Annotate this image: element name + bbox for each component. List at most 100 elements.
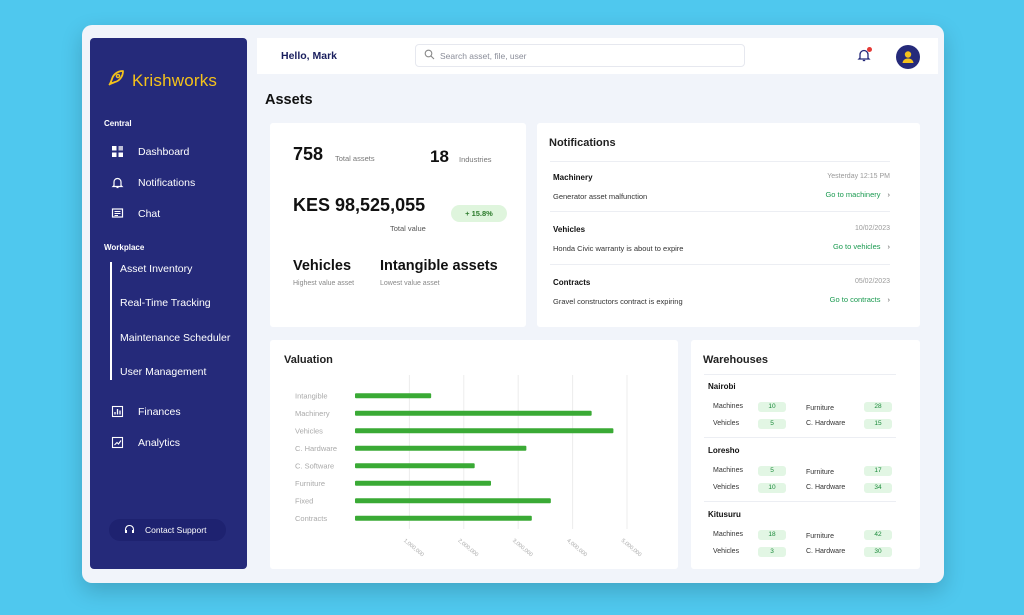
bar-vehicles[interactable] <box>355 428 614 434</box>
page-title: Assets <box>265 92 313 108</box>
chevron-right-icon: › <box>887 295 891 304</box>
industries-label: Industries <box>459 155 492 164</box>
change-badge: + 15.8% <box>451 205 507 222</box>
app-window: Krishworks Central Dashboard Notificatio… <box>82 25 944 583</box>
search-box[interactable] <box>415 44 745 67</box>
hardware-label: C. Hardware <box>806 484 846 491</box>
furniture-label: Furniture <box>806 469 835 476</box>
machines-label: Machines <box>713 403 743 410</box>
furniture-label: Furniture <box>806 533 835 540</box>
total-assets-label: Total assets <box>335 154 375 163</box>
bar-fixed[interactable] <box>355 498 551 504</box>
warehouse-name: Kitusuru <box>708 510 741 519</box>
sidebar-item-analytics[interactable]: Analytics <box>111 436 180 449</box>
sidebar-item-chat[interactable]: Chat <box>111 207 160 220</box>
sidebar-item-notifications[interactable]: Notifications <box>111 176 195 189</box>
section-label-workplace: Workplace <box>104 243 145 252</box>
workplace-divider <box>110 262 112 380</box>
hardware-count: 34 <box>864 483 892 493</box>
lowest-value-asset: Intangible assets <box>380 258 498 274</box>
link-label: Go to contracts <box>829 295 881 304</box>
link-label: Go to vehicles <box>832 242 881 251</box>
industries-value: 18 <box>430 147 449 166</box>
hardware-count: 30 <box>864 547 892 557</box>
sidebar-item-label: Chat <box>138 207 161 220</box>
rocket-icon <box>106 68 126 93</box>
vehicles-label: Vehicles <box>713 420 740 427</box>
finances-icon <box>111 405 124 418</box>
furniture-count: 17 <box>864 466 892 476</box>
bar-machinery[interactable] <box>355 410 592 416</box>
machines-count: 10 <box>758 402 786 412</box>
divider <box>704 437 896 438</box>
sidebar: Krishworks Central Dashboard Notificatio… <box>90 38 247 569</box>
greeting: Hello, Mark <box>281 50 338 62</box>
contact-support-label: Contact Support <box>145 525 207 535</box>
sidebar-item-label: Finances <box>138 405 181 418</box>
y-tick-label: Contracts <box>295 514 327 523</box>
divider <box>550 264 890 265</box>
bar-intangible[interactable] <box>355 393 432 399</box>
bar-contracts[interactable] <box>355 515 532 521</box>
go-to-contracts-link[interactable]: Go to contracts › <box>830 295 890 304</box>
sidebar-item-label: Analytics <box>138 436 181 449</box>
sidebar-item-real-time-tracking[interactable]: Real-Time Tracking <box>120 297 211 309</box>
x-tick-label: 5,000,000 <box>620 538 643 558</box>
user-avatar[interactable] <box>896 45 920 69</box>
valuation-title: Valuation <box>284 354 333 366</box>
go-to-vehicles-link[interactable]: Go to vehicles › <box>833 242 890 251</box>
y-tick-label: Fixed <box>295 496 313 505</box>
vehicles-count: 10 <box>758 483 786 493</box>
analytics-icon <box>111 436 124 449</box>
search-input[interactable] <box>440 50 720 61</box>
warehouses-title: Warehouses <box>703 354 769 366</box>
notification-message: Gravel constructors contract is expiring <box>553 297 683 306</box>
sidebar-item-maintenance-scheduler[interactable]: Maintenance Scheduler <box>120 332 231 344</box>
x-tick-label: 1,000,000 <box>402 538 425 558</box>
brand-name: Krishworks <box>132 70 218 90</box>
hardware-label: C. Hardware <box>806 548 846 555</box>
valuation-chart: 1,000,000 2,000,000 3,000,000 4,000,000 5,00… <box>295 375 643 558</box>
highest-value-label: Highest value asset <box>293 280 355 287</box>
total-value-label: Total value <box>390 224 426 233</box>
notification-message: Generator asset malfunction <box>553 192 648 201</box>
contact-support-button[interactable]: Contact Support <box>109 519 226 541</box>
bar-furniture[interactable] <box>355 480 491 486</box>
notification-category: Machinery <box>553 173 593 182</box>
y-tick-label: Intangible <box>295 391 328 400</box>
hardware-count: 15 <box>864 419 892 429</box>
sidebar-item-user-management[interactable]: User Management <box>120 366 207 378</box>
go-to-machinery-link[interactable]: Go to machinery › <box>825 190 890 199</box>
warehouse-name: Loresho <box>708 446 740 455</box>
vehicles-label: Vehicles <box>713 484 740 491</box>
chevron-right-icon: › <box>887 242 891 251</box>
sidebar-item-asset-inventory[interactable]: Asset Inventory <box>120 263 193 275</box>
x-tick-label: 2,000,000 <box>457 538 480 558</box>
furniture-count: 28 <box>864 402 892 412</box>
brand-logo[interactable]: Krishworks <box>106 68 217 93</box>
chevron-right-icon: › <box>887 190 891 199</box>
y-tick-label: Vehicles <box>295 426 323 435</box>
divider <box>704 501 896 502</box>
vehicles-label: Vehicles <box>713 548 740 555</box>
chat-icon <box>111 207 124 220</box>
sidebar-item-label: Dashboard <box>138 145 190 158</box>
y-tick-label: Furniture <box>295 479 325 488</box>
sidebar-item-dashboard[interactable]: Dashboard <box>111 145 189 158</box>
divider <box>550 161 890 162</box>
link-label: Go to machinery <box>825 190 881 199</box>
bar-c-hardware[interactable] <box>355 445 527 451</box>
bar-c-software[interactable] <box>355 463 475 469</box>
machines-label: Machines <box>713 467 743 474</box>
lowest-value-label: Lowest value asset <box>380 280 440 287</box>
sidebar-item-finances[interactable]: Finances <box>111 405 181 418</box>
grid-icon <box>111 145 124 158</box>
total-assets-value: 758 <box>293 144 324 164</box>
vehicles-count: 3 <box>758 547 786 557</box>
top-bar: Hello, Mark <box>257 38 938 74</box>
machines-count: 18 <box>758 530 786 540</box>
notification-date: 05/02/2023 <box>854 278 890 285</box>
vehicles-count: 5 <box>758 419 786 429</box>
notifications-bell-button[interactable] <box>857 47 872 62</box>
notification-category: Vehicles <box>553 225 586 234</box>
